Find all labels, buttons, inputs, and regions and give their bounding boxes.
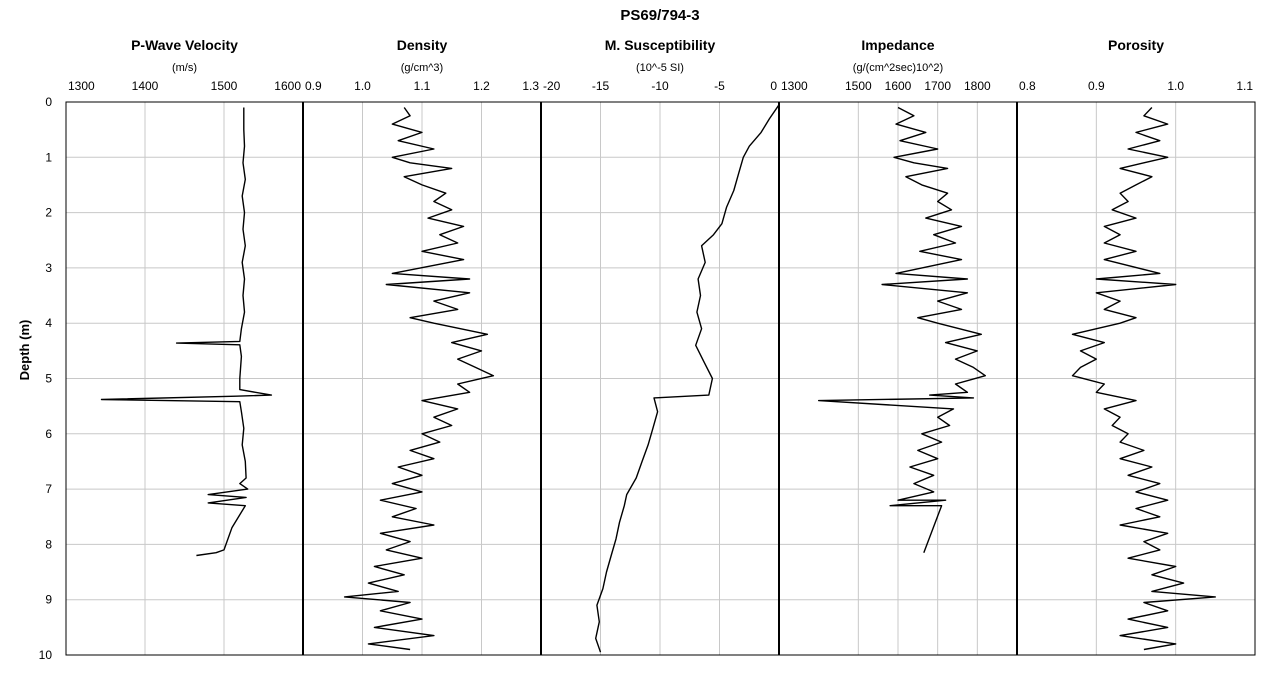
x-tick-label: 1.3 bbox=[522, 79, 539, 93]
y-tick-label: 0 bbox=[45, 95, 52, 109]
series-line-4 bbox=[1071, 107, 1216, 651]
panel-title: Impedance bbox=[861, 37, 934, 53]
x-tick-label: 1.0 bbox=[1167, 79, 1184, 93]
y-axis-ticks: 0 1 2 3 4 5 6 7 8 9 10 bbox=[39, 95, 53, 662]
panel-title: Porosity bbox=[1108, 37, 1164, 53]
x-tick-label: 1.2 bbox=[473, 79, 490, 93]
panel-title: P-Wave Velocity bbox=[131, 37, 238, 53]
x-tick-label: 1300 bbox=[781, 79, 808, 93]
y-axis-label: Depth (m) bbox=[17, 320, 32, 381]
y-tick-label: 9 bbox=[45, 593, 52, 607]
x-tick-label: 1.1 bbox=[1236, 79, 1253, 93]
y-tick-label: 3 bbox=[45, 261, 52, 275]
panel-unit: (g/cm^3) bbox=[401, 62, 443, 74]
x-tick-label: -5 bbox=[714, 79, 725, 93]
series-line-3 bbox=[818, 106, 986, 553]
panel-title: Density bbox=[397, 37, 448, 53]
panel-0: 1300 1400 1500 1600 P-Wave Velocity (m/s) bbox=[65, 37, 304, 656]
y-tick-label: 8 bbox=[45, 537, 52, 551]
x-tick-label: 1400 bbox=[132, 79, 159, 93]
x-tick-label: -20 bbox=[543, 79, 561, 93]
x-tick-label: 1700 bbox=[924, 79, 951, 93]
panel-2: -20 -15 -10 -5 0 M. Susceptibility (10^-5 SI) bbox=[540, 37, 780, 656]
y-tick-label: 2 bbox=[45, 206, 52, 220]
x-tick-label: 1.0 bbox=[354, 79, 371, 93]
x-tick-label: 0.9 bbox=[305, 79, 322, 93]
series-line-0 bbox=[100, 107, 273, 557]
x-tick-label: 0 bbox=[770, 79, 777, 93]
x-tick-label: 1800 bbox=[964, 79, 991, 93]
panel-unit: (g/(cm^2sec)10^2) bbox=[853, 62, 943, 74]
panel-unit: (m/s) bbox=[172, 62, 197, 74]
y-tick-label: 7 bbox=[45, 482, 52, 496]
x-tick-label: 1500 bbox=[845, 79, 872, 93]
x-tick-label: 1300 bbox=[68, 79, 95, 93]
x-tick-label: 0.9 bbox=[1088, 79, 1105, 93]
y-tick-label: 5 bbox=[45, 372, 52, 386]
panel-1: 0.9 1.0 1.1 1.2 1.3 Density (g/cm^3) bbox=[302, 37, 542, 656]
x-tick-label: -10 bbox=[651, 79, 669, 93]
x-tick-label: 1600 bbox=[885, 79, 912, 93]
series-line-2 bbox=[595, 104, 780, 653]
y-tick-label: 4 bbox=[45, 316, 52, 330]
chart-title: PS69/794-3 bbox=[620, 7, 699, 24]
x-tick-label: 0.8 bbox=[1019, 79, 1036, 93]
panel-3: 1300 1500 1600 1700 1800 Impedance (g/(cm^2sec… bbox=[778, 37, 1018, 656]
x-tick-label: 1500 bbox=[211, 79, 238, 93]
y-tick-label: 1 bbox=[45, 150, 52, 164]
x-tick-label: 1600 bbox=[274, 79, 301, 93]
x-tick-label: -15 bbox=[592, 79, 610, 93]
series-line-1 bbox=[343, 107, 495, 651]
y-tick-label: 6 bbox=[45, 427, 52, 441]
y-tick-label: 10 bbox=[39, 648, 53, 662]
panel-4: 0.8 0.9 1.0 1.1 Porosity bbox=[1016, 37, 1256, 656]
panel-title: M. Susceptibility bbox=[605, 37, 716, 53]
panel-unit: (10^-5 SI) bbox=[636, 62, 684, 74]
x-tick-label: 1.1 bbox=[414, 79, 431, 93]
